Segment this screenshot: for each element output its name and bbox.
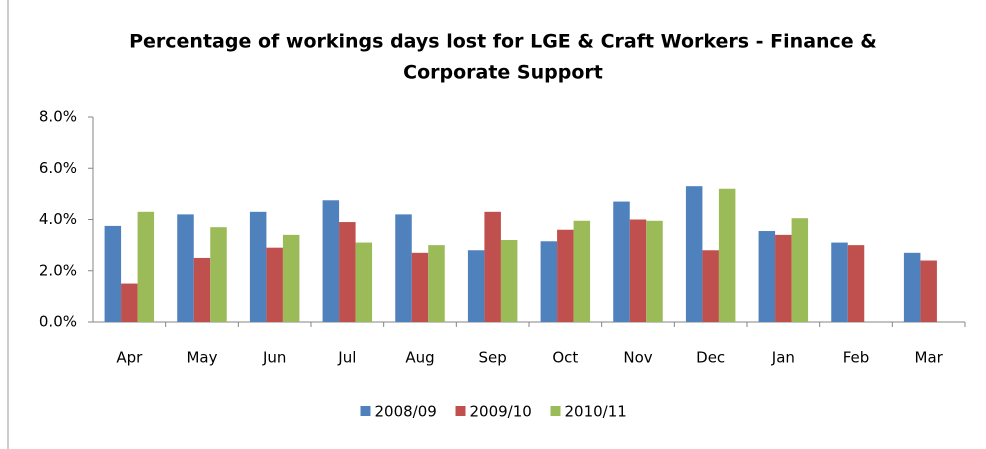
y-tick-label: 8.0% [39, 108, 77, 126]
bar [210, 227, 227, 322]
bar [573, 220, 591, 322]
bar [411, 252, 429, 322]
chart-title: Percentage of workings days lost for LGE… [129, 31, 877, 53]
bar [282, 234, 300, 322]
y-tick-label: 4.0% [39, 210, 77, 228]
x-tick-label: Jan [771, 349, 795, 367]
bar [266, 247, 283, 322]
bar [718, 188, 736, 322]
legend-label: 2008/09 [375, 403, 437, 421]
y-tick-label: 6.0% [39, 159, 77, 177]
bar [484, 211, 501, 322]
bar [791, 218, 809, 322]
bar [355, 242, 373, 322]
y-tick-label: 0.0% [39, 313, 77, 331]
x-tick-label: Sep [479, 349, 507, 367]
x-tick-label: Jul [337, 349, 356, 367]
bar [831, 242, 848, 322]
bar [104, 225, 122, 322]
bar [137, 211, 155, 322]
bar [629, 219, 647, 322]
x-tick-label: Nov [623, 349, 652, 367]
bar [121, 283, 138, 322]
y-tick-label: 2.0% [39, 261, 77, 279]
bar [613, 201, 630, 322]
bar [903, 252, 921, 322]
legend-label: 2009/10 [470, 403, 532, 421]
legend-swatch [550, 406, 561, 416]
bar [177, 214, 194, 322]
bar [702, 250, 719, 322]
bar [193, 257, 211, 322]
bar [540, 241, 558, 322]
bar [758, 231, 776, 322]
bar [685, 186, 703, 322]
x-tick-label: May [186, 349, 217, 367]
bar [395, 214, 412, 322]
bar [500, 240, 518, 322]
bar [557, 229, 574, 322]
legend-label: 2010/11 [565, 403, 627, 421]
bar [339, 222, 356, 322]
x-tick-label: Feb [843, 349, 870, 367]
bar [467, 250, 485, 322]
x-tick-label: Mar [915, 349, 944, 367]
bar [646, 220, 663, 322]
bar [847, 245, 865, 322]
bar [775, 234, 792, 322]
bar [920, 260, 937, 322]
x-tick-label: Apr [116, 349, 143, 367]
x-tick-label: Dec [696, 349, 725, 367]
x-tick-label: Aug [405, 349, 434, 367]
bar [249, 211, 267, 322]
x-tick-label: Jun [262, 349, 286, 367]
legend-swatch [360, 406, 371, 416]
bar [428, 245, 445, 322]
x-tick-label: Oct [552, 349, 578, 367]
legend-swatch [455, 406, 466, 416]
bar [322, 200, 340, 322]
chart-title: Corporate Support [403, 62, 603, 84]
